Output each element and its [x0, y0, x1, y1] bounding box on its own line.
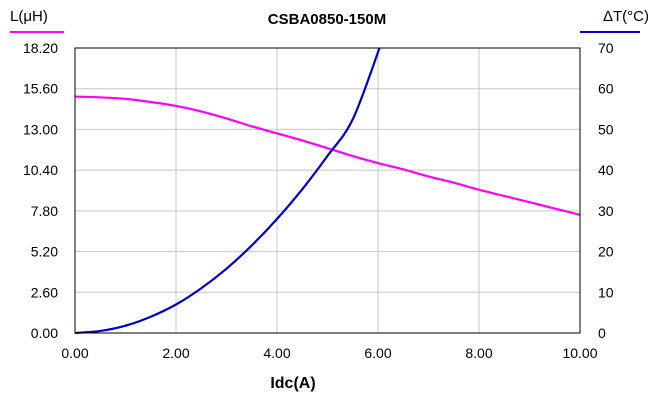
y-right-tick-label: 40	[598, 162, 614, 178]
y-left-tick-label: 7.80	[31, 203, 58, 219]
y-right-tick-label: 70	[598, 40, 614, 56]
y-right-tick-label: 10	[598, 284, 614, 300]
right-axis-label: ΔT(°C)	[603, 8, 649, 25]
x-axis-label: Idc(A)	[270, 375, 315, 392]
x-tick-label: 6.00	[364, 345, 391, 361]
grid	[75, 48, 580, 333]
x-tick-label: 10.00	[562, 345, 597, 361]
y-right-tick-label: 60	[598, 81, 614, 97]
series-layer	[74, 47, 581, 335]
y-right-tick-label: 20	[598, 244, 614, 260]
y-left-tick-label: 2.60	[31, 284, 58, 300]
y-left-tick-label: 10.40	[23, 162, 58, 178]
y-left-tick-label: 0.00	[31, 325, 58, 341]
x-tick-label: 0.00	[61, 345, 88, 361]
plot-frame	[74, 47, 581, 334]
y-right-tick-label: 30	[598, 203, 614, 219]
left-axis-label: L(μH)	[10, 8, 48, 25]
y-left-tick-label: 13.00	[23, 121, 58, 137]
inductance-series-line	[74, 95, 581, 216]
y-left-tick-label: 15.60	[23, 81, 58, 97]
x-tick-label: 8.00	[465, 345, 492, 361]
chart-title: CSBA0850-150M	[268, 11, 386, 28]
y-left-tick-label: 5.20	[31, 244, 58, 260]
x-tick-labels: 0.00 2.00 4.00 6.00 8.00 10.00	[61, 345, 597, 361]
y-left-tick-labels: 0.00 2.60 5.20 7.80 10.40 13.00 15.60 18.20	[23, 40, 58, 341]
y-left-tick-label: 18.20	[23, 40, 58, 56]
y-right-tick-label: 50	[598, 121, 614, 137]
x-tick-label: 2.00	[162, 345, 189, 361]
y-right-tick-labels: 0 10 20 30 40 50 60 70	[598, 40, 614, 341]
temperature-rise-series-line	[74, 47, 381, 335]
x-tick-label: 4.00	[263, 345, 290, 361]
y-right-tick-label: 0	[598, 325, 606, 341]
